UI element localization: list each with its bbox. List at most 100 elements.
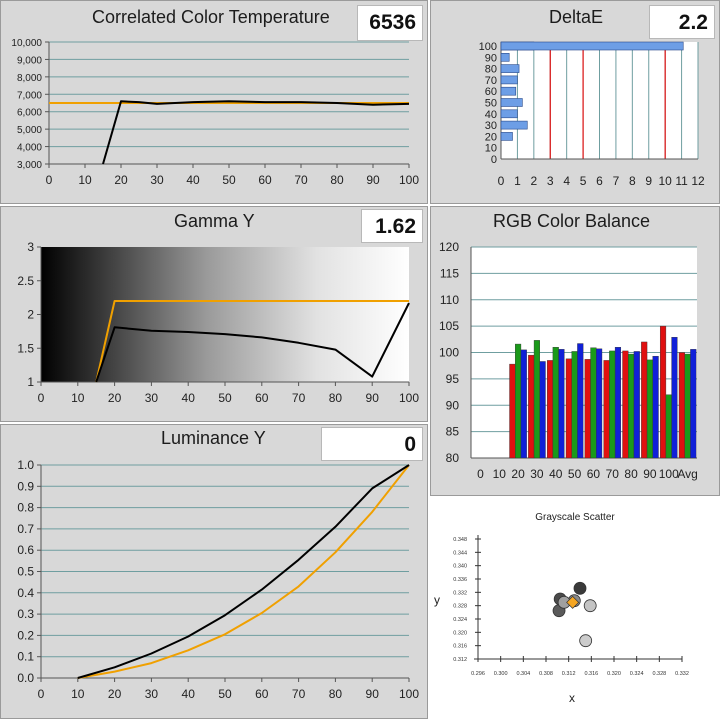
gamma-panel: 1 1.5 2 2.5 3 0 10 20 30 40 50 60 70 80 90 100 Gamma Y … [0,206,428,422]
deltae-title: DeltaE [549,7,604,27]
rgb-title: RGB Color Balance [493,211,651,231]
rgb-bar-r [641,341,648,459]
rgb-bar-g [590,347,597,459]
y-tick-label: 0 [491,154,497,166]
x-tick-label: 90 [366,687,380,701]
x-tick-label: 60 [258,173,272,187]
y-tick-label: 1.5 [17,341,34,355]
x-tick-label: 0 [38,391,45,405]
y-tick-label: 0.344 [453,550,467,556]
rgb-panel: 80 85 90 95 100 105 110 115 120 0 10 20 30 40 50 60 70 80… [430,206,720,496]
deltae-bar [500,109,518,119]
y-tick-label: 0.1 [17,650,34,664]
x-tick-label: 0.304 [516,671,530,677]
x-tick-label: 70 [606,467,620,481]
y-tick-label: 95 [446,372,460,386]
y-tick-label: 0.316 [453,644,467,650]
luminance-panel: 0.0 0.1 0.2 0.3 0.4 0.5 0.6 0.7 0.8 0.9 1.0 0 10 20 30… [0,424,428,719]
target-series-line [95,300,409,383]
x-tick-label: 9 [645,174,652,188]
target-series-line [77,464,410,679]
x-tick-label: 4 [563,174,570,188]
deltae-highlight-bar [500,41,684,51]
rgb-bar-r [584,359,591,459]
y-tick-label: 2.5 [17,274,34,288]
y-tick-label: 0.9 [17,479,34,493]
rgb-bar-r [622,350,629,459]
x-tick-label: 7 [613,174,620,188]
x-tick-label: 10 [71,687,85,701]
x-tick-label: 0.296 [471,671,485,677]
y-tick-label: 0.312 [453,657,467,663]
x-tick-label: 40 [186,173,200,187]
rgb-bar-g [646,359,653,459]
scatter-panel: Grayscale Scatter 0.312 0.316 0.320 0.324 0.3… [430,498,720,719]
rgb-bar-b [596,348,603,459]
y-tick-label: 0.340 [453,564,467,570]
x-tick-label: 3 [547,174,554,188]
x-tick-label: 6 [596,174,603,188]
y-axis-label: y [434,593,440,607]
x-tick-label: 12 [691,174,705,188]
cct-panel: 3,000 4,000 5,000 6,000 7,000 8,000 9,000 10,00… [0,0,428,204]
rgb-bar-b [671,337,678,459]
y-tick-label: 8,000 [17,73,42,84]
x-tick-label: 30 [145,687,159,701]
x-tick-label: 10 [493,467,507,481]
x-tick-label: 100 [659,467,679,481]
gamma-value-box: 1.62 [361,209,423,243]
gamma-chart: 11.522.530 10 20 30 40 50 60 70 80 90 100 [17,240,419,405]
y-tick-label: 10 [485,143,497,155]
rgb-bar-b [520,349,527,459]
x-tick-label: 10 [658,174,672,188]
y-tick-label: 10,000 [11,38,42,49]
y-tick-label: 4,000 [17,143,42,154]
rgb-bar-r [659,325,667,459]
x-axis-label: x [569,691,575,705]
x-tick-label: 0 [38,687,45,701]
x-tick-label: 70 [292,391,306,405]
x-tick-label: 8 [629,174,636,188]
y-tick-label: 70 [485,75,497,87]
rgb-chart: 80 85 90 95 100 105 110 115 120 0 10 20 30 40 50 60 70 80… [439,240,698,481]
y-tick-label: 5,000 [17,125,42,136]
y-tick-label: 1.0 [17,458,34,472]
rgb-bar-b [652,355,659,459]
x-tick-label: 0.312 [562,671,576,677]
x-tick-label: 11 [675,174,688,188]
rgb-bar-g [609,350,616,459]
rgb-bar-r [565,358,572,459]
rgb-bar-b [577,343,584,459]
x-tick-label: 100 [399,391,419,405]
y-tick-label: 80 [485,64,497,76]
y-tick-label: 50 [485,98,497,110]
luminance-value-box: 0 [321,427,423,461]
rgb-bar-r [509,363,516,459]
x-tick-label: 40 [182,391,196,405]
gamma-title: Gamma Y [174,211,255,231]
x-tick-label: 0 [477,467,484,481]
y-tick-label: 1 [27,375,34,389]
measured-series-line [102,100,410,165]
rgb-bar-r [528,354,535,459]
x-tick-label: 80 [624,467,638,481]
x-tick-label: 20 [108,687,122,701]
y-tick-label: 0.5 [17,565,34,579]
y-tick-label: 0.0 [17,671,34,685]
y-tick-label: 110 [440,293,459,307]
deltae-value-box: 2.2 [649,5,715,39]
x-tick-label: 40 [182,687,196,701]
y-tick-label: 0.324 [453,617,467,623]
y-tick-label: 40 [485,109,497,121]
cct-chart: 3,000 4,000 5,000 6,000 7,000 8,000 9,000 10,00… [11,38,419,187]
x-tick-label: 1 [514,174,521,188]
rgb-bar-b [633,351,640,459]
measured-series-line [95,302,410,383]
y-tick-label: 60 [485,86,497,98]
x-tick-label: 0.300 [494,671,508,677]
y-tick-label: 6,000 [17,108,42,119]
scatter-title: Grayscale Scatter [535,512,615,523]
x-tick-label: 0 [498,174,505,188]
x-tick-label: 30 [145,391,159,405]
